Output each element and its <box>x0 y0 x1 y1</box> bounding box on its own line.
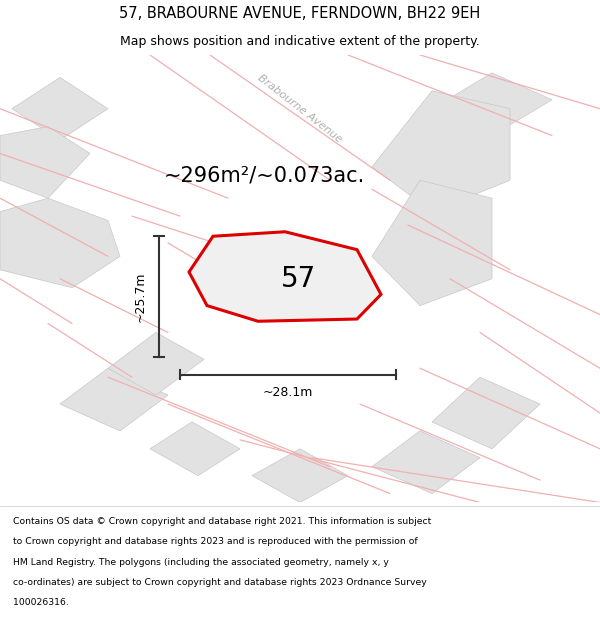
Text: ~25.7m: ~25.7m <box>133 271 146 322</box>
Text: Contains OS data © Crown copyright and database right 2021. This information is : Contains OS data © Crown copyright and d… <box>13 518 431 526</box>
Text: Map shows position and indicative extent of the property.: Map shows position and indicative extent… <box>120 35 480 48</box>
Polygon shape <box>60 368 168 431</box>
Text: 100026316.: 100026316. <box>13 598 69 607</box>
Text: ~296m²/~0.073ac.: ~296m²/~0.073ac. <box>163 166 365 186</box>
Text: to Crown copyright and database rights 2023 and is reproduced with the permissio: to Crown copyright and database rights 2… <box>13 538 418 546</box>
Polygon shape <box>108 332 204 395</box>
Polygon shape <box>12 78 108 140</box>
Text: 57, BRABOURNE AVENUE, FERNDOWN, BH22 9EH: 57, BRABOURNE AVENUE, FERNDOWN, BH22 9EH <box>119 6 481 21</box>
Polygon shape <box>252 449 348 503</box>
Polygon shape <box>0 198 120 288</box>
Polygon shape <box>432 378 540 449</box>
Text: co-ordinates) are subject to Crown copyright and database rights 2023 Ordnance S: co-ordinates) are subject to Crown copyr… <box>13 578 427 587</box>
Polygon shape <box>432 73 552 136</box>
Polygon shape <box>0 127 90 198</box>
Text: ~28.1m: ~28.1m <box>263 386 313 399</box>
Polygon shape <box>189 232 381 321</box>
Polygon shape <box>372 180 492 306</box>
Polygon shape <box>372 91 510 212</box>
Polygon shape <box>150 422 240 476</box>
Polygon shape <box>372 431 480 494</box>
Text: HM Land Registry. The polygons (including the associated geometry, namely x, y: HM Land Registry. The polygons (includin… <box>13 558 389 567</box>
Text: 57: 57 <box>281 265 317 292</box>
Text: Brabourne Avenue: Brabourne Avenue <box>256 72 344 144</box>
